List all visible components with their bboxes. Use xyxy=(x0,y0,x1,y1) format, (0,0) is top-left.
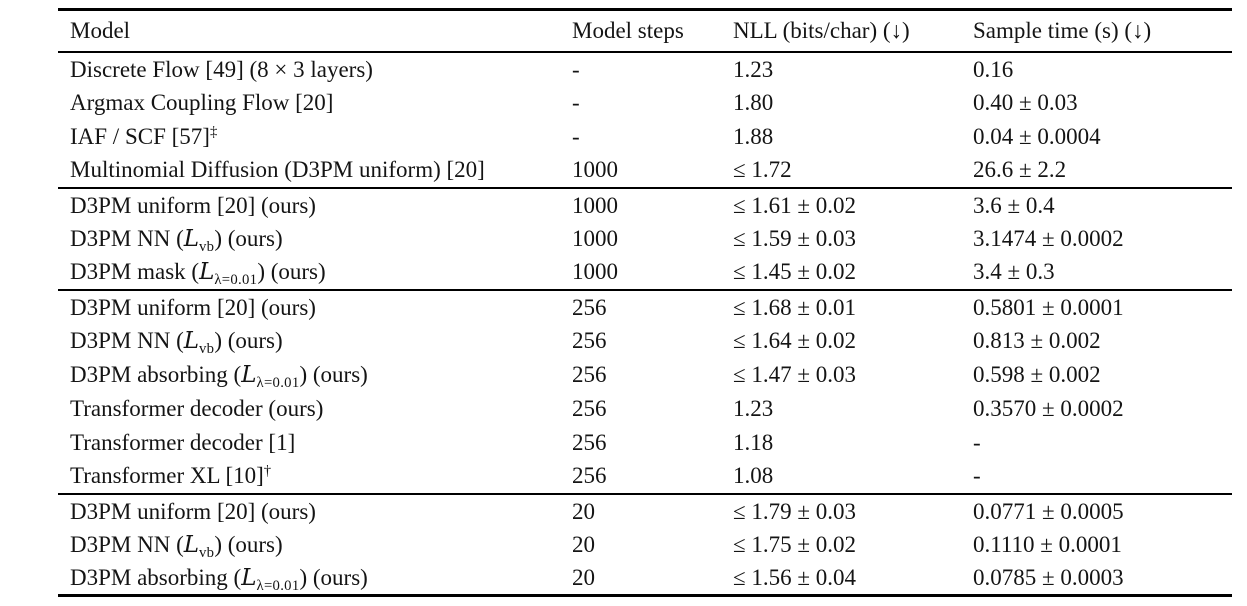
steps-cell: 20 xyxy=(572,531,595,557)
steps-cell: 256 xyxy=(572,361,607,387)
model-cell: D3PM absorbing (Lλ=0.01) (ours) xyxy=(70,361,368,391)
steps-cell: 1000 xyxy=(572,225,618,251)
column-header-sample-time: Sample time (s) (↓) xyxy=(973,17,1152,43)
time-cell: 0.3570 ± 0.0002 xyxy=(973,395,1124,421)
steps-cell: 20 xyxy=(572,499,595,524)
model-cell: D3PM NN (Lvb) (ours) xyxy=(70,531,283,561)
time-cell: 0.04 ± 0.0004 xyxy=(973,123,1101,149)
time-cell: 0.16 xyxy=(973,57,1014,82)
model-cell: D3PM mask (Lλ=0.01) (ours) xyxy=(70,259,326,289)
table-row: D3PM NN (Lvb) (ours) 1000 ≤ 1.59 ± 0.03 3.1… xyxy=(58,222,1232,256)
time-cell: 0.5801 ± 0.0001 xyxy=(973,295,1124,320)
table-group-3: D3PM uniform [20] (ours) 256 ≤ 1.68 ± 0.01… xyxy=(58,289,1232,494)
steps-cell: - xyxy=(572,123,580,149)
time-cell: - xyxy=(973,463,981,488)
table-row: D3PM NN (Lvb) (ours) 256 ≤ 1.64 ± 0.02 0.81… xyxy=(58,324,1232,358)
table-row: Transformer decoder [1] 256 1.18 - xyxy=(58,426,1232,460)
steps-cell: 20 xyxy=(572,564,595,590)
results-table: Model Model steps NLL (bits/char) (↓) Sa… xyxy=(58,8,1232,597)
steps-cell: 256 xyxy=(572,327,607,353)
table-row: Argmax Coupling Flow [20] - 1.80 0.40 ± 0.0… xyxy=(58,86,1232,120)
nll-cell: 1.18 xyxy=(733,429,774,455)
nll-cell: ≤ 1.56 ± 0.04 xyxy=(733,564,856,590)
time-cell: 0.0785 ± 0.0003 xyxy=(973,564,1124,590)
table-row: D3PM uniform [20] (ours) 20 ≤ 1.79 ± 0.03 0… xyxy=(58,494,1232,528)
column-header-model: Model xyxy=(70,17,131,43)
table-group-1: Discrete Flow [49] (8 × 3 layers) - 1.23 0.… xyxy=(58,51,1232,188)
time-cell: 0.40 ± 0.03 xyxy=(973,89,1078,115)
table-row: IAF / SCF [57]‡ - 1.88 0.04 ± 0.0004 xyxy=(58,120,1232,154)
nll-cell: ≤ 1.47 ± 0.03 xyxy=(733,361,856,387)
table-row: D3PM absorbing (Lλ=0.01) (ours) 20 ≤ 1.56 … xyxy=(58,562,1232,596)
table-row: D3PM mask (Lλ=0.01) (ours) 1000 ≤ 1.45 ± 0… xyxy=(58,256,1232,290)
column-header-model-steps: Model steps xyxy=(572,17,684,43)
model-cell: IAF / SCF [57]‡ xyxy=(70,123,218,149)
model-cell: Transformer decoder [1] xyxy=(70,429,296,455)
time-cell: 0.0771 ± 0.0005 xyxy=(973,499,1124,524)
steps-cell: 1000 xyxy=(572,157,618,182)
model-cell: D3PM uniform [20] (ours) xyxy=(70,499,316,524)
steps-cell: 256 xyxy=(572,429,607,455)
steps-cell: 256 xyxy=(572,395,607,421)
time-cell: 26.6 ± 2.2 xyxy=(973,157,1067,182)
steps-cell: 256 xyxy=(572,295,607,320)
steps-cell: 256 xyxy=(572,463,607,488)
table-row: Transformer decoder (ours) 256 1.23 0.3570 … xyxy=(58,392,1232,426)
model-cell: D3PM NN (Lvb) (ours) xyxy=(70,327,283,357)
nll-cell: ≤ 1.59 ± 0.03 xyxy=(733,225,856,251)
nll-cell: ≤ 1.64 ± 0.02 xyxy=(733,327,856,353)
time-cell: - xyxy=(973,429,981,455)
steps-cell: - xyxy=(572,57,580,82)
table-row: D3PM uniform [20] (ours) 1000 ≤ 1.61 ± 0.0… xyxy=(58,188,1232,222)
model-cell: D3PM absorbing (Lλ=0.01) (ours) xyxy=(70,564,368,594)
table-row: D3PM uniform [20] (ours) 256 ≤ 1.68 ± 0.01… xyxy=(58,290,1232,324)
table-group-2: D3PM uniform [20] (ours) 1000 ≤ 1.61 ± 0.0… xyxy=(58,187,1232,290)
nll-cell: 1.80 xyxy=(733,89,774,115)
table-row: Multinomial Diffusion (D3PM uniform) [20… xyxy=(58,154,1232,188)
table-row: D3PM NN (Lvb) (ours) 20 ≤ 1.75 ± 0.02 0.111… xyxy=(58,528,1232,562)
time-cell: 0.813 ± 0.002 xyxy=(973,327,1101,353)
model-cell: Discrete Flow [49] (8 × 3 layers) xyxy=(70,57,373,82)
nll-cell: ≤ 1.61 ± 0.02 xyxy=(733,193,856,218)
time-cell: 0.598 ± 0.002 xyxy=(973,361,1101,387)
nll-cell: ≤ 1.79 ± 0.03 xyxy=(733,499,856,524)
steps-cell: - xyxy=(572,89,580,115)
table-header: Model Model steps NLL (bits/char) (↓) Sa… xyxy=(58,10,1232,52)
model-cell: Transformer XL [10]† xyxy=(70,462,272,488)
nll-cell: ≤ 1.45 ± 0.02 xyxy=(733,259,856,284)
column-header-nll: NLL (bits/char) (↓) xyxy=(733,17,910,43)
time-cell: 3.4 ± 0.3 xyxy=(973,259,1055,284)
nll-cell: ≤ 1.75 ± 0.02 xyxy=(733,531,856,557)
model-cell: Multinomial Diffusion (D3PM uniform) [20… xyxy=(70,157,485,182)
nll-cell: 1.88 xyxy=(733,123,774,149)
nll-cell: ≤ 1.68 ± 0.01 xyxy=(733,295,856,320)
model-cell: D3PM uniform [20] (ours) xyxy=(70,295,316,320)
time-cell: 3.6 ± 0.4 xyxy=(973,193,1055,218)
time-cell: 3.1474 ± 0.0002 xyxy=(973,225,1124,251)
model-cell: D3PM uniform [20] (ours) xyxy=(70,193,316,218)
nll-cell: ≤ 1.72 xyxy=(733,157,792,182)
table-row: Transformer XL [10]† 256 1.08 - xyxy=(58,460,1232,494)
nll-cell: 1.23 xyxy=(733,57,774,82)
header-row: Model Model steps NLL (bits/char) (↓) Sa… xyxy=(58,10,1232,52)
nll-cell: 1.08 xyxy=(733,463,774,488)
time-cell: 0.1110 ± 0.0001 xyxy=(973,531,1122,557)
table-group-4: D3PM uniform [20] (ours) 20 ≤ 1.79 ± 0.03 0… xyxy=(58,493,1232,596)
steps-cell: 1000 xyxy=(572,259,618,284)
table-row: D3PM absorbing (Lλ=0.01) (ours) 256 ≤ 1.47… xyxy=(58,358,1232,392)
steps-cell: 1000 xyxy=(572,193,618,218)
model-cell: Argmax Coupling Flow [20] xyxy=(70,89,334,115)
nll-cell: 1.23 xyxy=(733,395,774,421)
model-cell: D3PM NN (Lvb) (ours) xyxy=(70,225,283,255)
table-row: Discrete Flow [49] (8 × 3 layers) - 1.23 0.… xyxy=(58,52,1232,86)
model-cell: Transformer decoder (ours) xyxy=(70,395,324,421)
